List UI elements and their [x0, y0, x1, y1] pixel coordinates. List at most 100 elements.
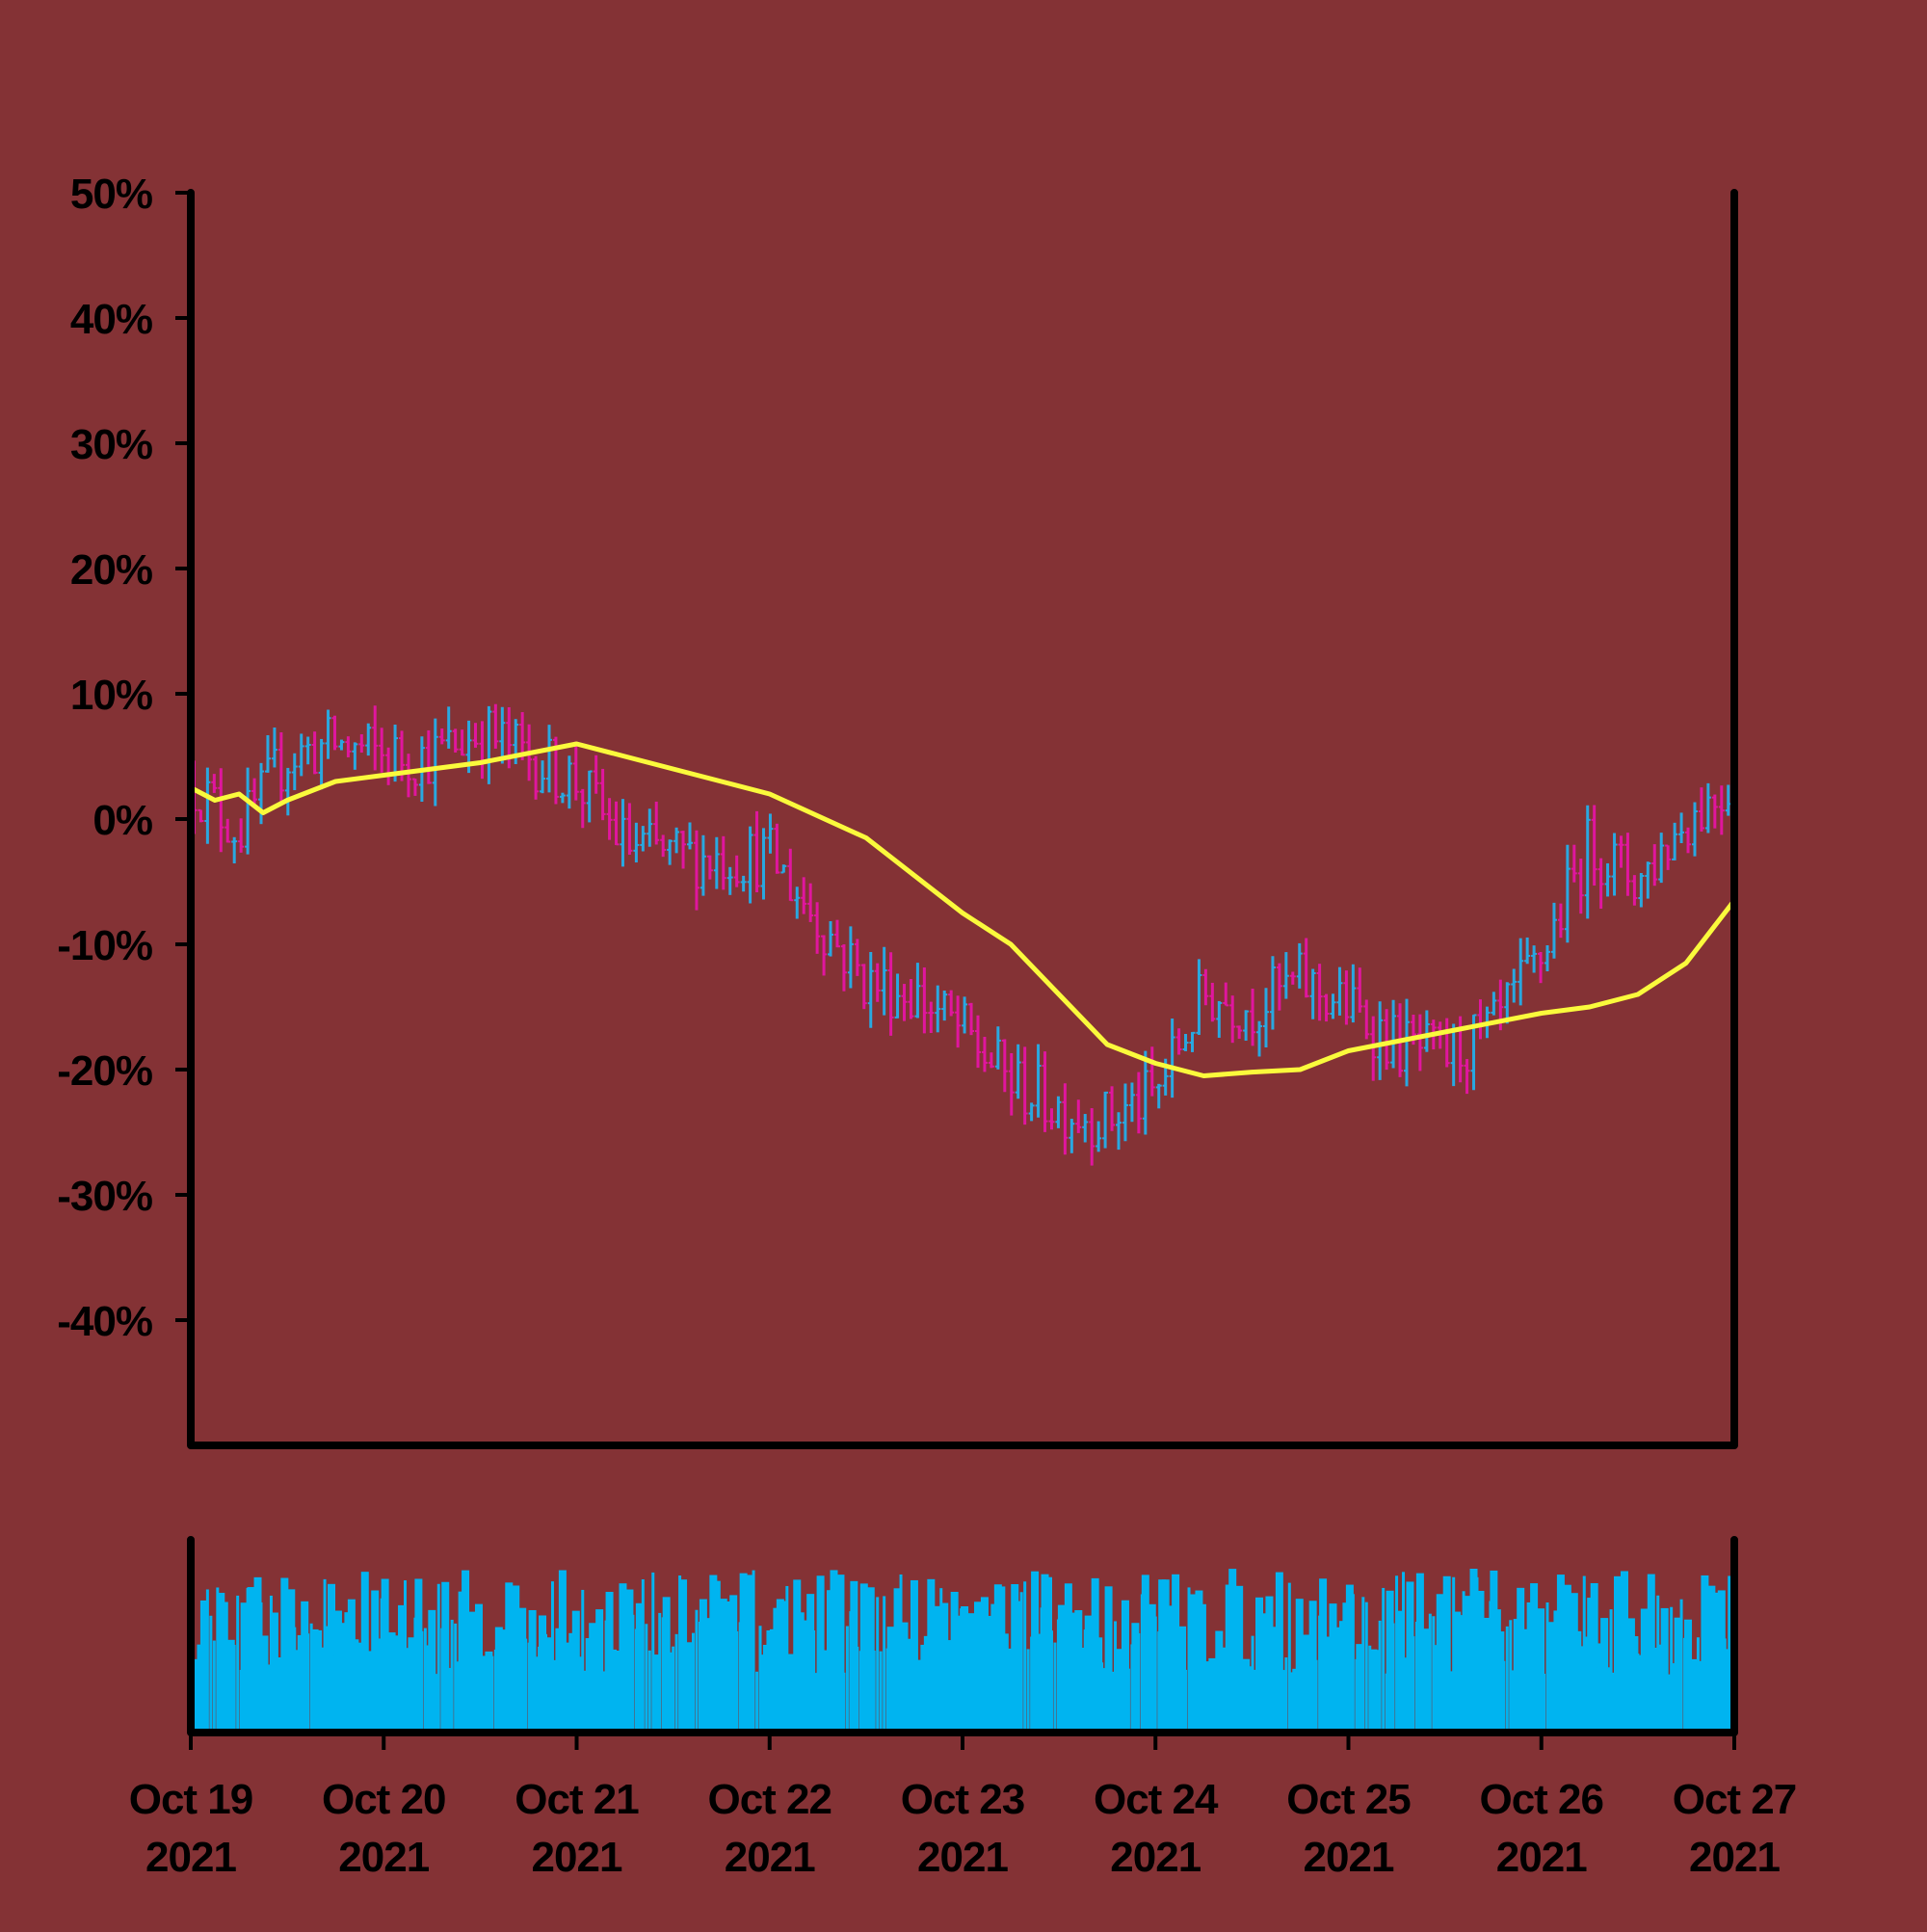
volume-bar: [287, 1589, 296, 1733]
ohlc-bar: [365, 723, 372, 756]
volume-bar: [635, 1602, 644, 1733]
volume-bar: [1137, 1633, 1141, 1733]
volume-bar: [883, 1596, 886, 1733]
ohlc-bar: [1155, 1083, 1162, 1109]
ohlc-bar: [854, 939, 860, 976]
ohlc-bar: [1691, 802, 1698, 857]
volume-bar: [1148, 1603, 1156, 1733]
ohlc-bar: [807, 883, 814, 922]
volume-bar: [631, 1614, 635, 1733]
ohlc-bar: [626, 803, 633, 855]
ohlc-bar: [566, 755, 572, 809]
volume-bar: [984, 1615, 992, 1733]
ohlc-bar: [894, 973, 901, 1019]
ohlc-bar: [1658, 833, 1665, 884]
volume-bar: [845, 1626, 849, 1733]
volume-bar: [746, 1575, 754, 1733]
ohlc-bar: [1256, 1020, 1263, 1057]
ohlc-bar: [860, 964, 867, 1010]
ohlc-bar: [1189, 1031, 1196, 1052]
volume-bar: [1537, 1608, 1545, 1733]
volume-bar: [695, 1609, 699, 1733]
volume-bar: [1165, 1605, 1174, 1733]
volume-bar: [1456, 1615, 1465, 1733]
ohlc-bar: [740, 875, 747, 892]
ohlc-bar: [459, 729, 465, 756]
volume-bar: [1660, 1607, 1669, 1733]
ohlc-bar: [432, 718, 438, 807]
volume-bar: [1084, 1615, 1093, 1733]
volume-bar: [317, 1647, 326, 1733]
volume-bar: [1386, 1590, 1394, 1733]
ohlc-bar: [1089, 1108, 1095, 1166]
ohlc-bar: [1504, 982, 1511, 1024]
x-tick-label-year: 2021: [1496, 1834, 1587, 1881]
volume-bar: [1351, 1594, 1355, 1733]
volume-bar: [1287, 1582, 1291, 1733]
ohlc-bar: [533, 755, 540, 800]
volume-bar: [1361, 1597, 1365, 1733]
ohlc-bar: [1276, 963, 1282, 1011]
volume-bar: [1630, 1636, 1639, 1733]
volume-bar: [645, 1624, 648, 1733]
volume-bar: [1228, 1569, 1237, 1733]
ohlc-bar: [833, 919, 840, 948]
ohlc-bar: [1209, 982, 1216, 1022]
ohlc-bar: [1175, 1028, 1182, 1055]
volume-bar: [1265, 1596, 1274, 1733]
ohlc-bar: [352, 742, 358, 770]
ohlc-bar: [345, 736, 352, 757]
volume-bar: [263, 1664, 272, 1733]
volume-bar: [1284, 1657, 1288, 1733]
ohlc-bar: [981, 1037, 988, 1072]
y-tick-label: 10%: [70, 672, 152, 719]
ohlc-bar: [680, 831, 687, 869]
volume-bar: [1391, 1623, 1395, 1733]
volume-bar: [1603, 1667, 1612, 1733]
volume-bar: [836, 1575, 845, 1733]
volume-bar: [954, 1615, 963, 1733]
ohlc-bar: [988, 1052, 994, 1069]
volume-bar: [1684, 1619, 1693, 1733]
ohlc-bar: [438, 728, 445, 745]
ohlc-bar: [1618, 835, 1624, 868]
ohlc-bar: [660, 834, 667, 858]
volume-bar: [532, 1656, 541, 1733]
ohlc-bar: [1678, 812, 1685, 844]
volume-bar: [450, 1619, 454, 1733]
moving-average-line: [188, 741, 1737, 1078]
ohlc-bar: [218, 768, 224, 853]
ohlc-bar: [238, 818, 245, 853]
ohlc-bar: [1182, 1034, 1189, 1051]
ohlc-bar: [974, 1015, 981, 1069]
ohlc-bar: [935, 985, 941, 1033]
ohlc-bar: [1102, 1091, 1109, 1149]
ohlc-bar: [445, 706, 452, 749]
ohlc-bar: [828, 921, 834, 957]
volume-bar: [1131, 1623, 1140, 1733]
x-tick-label-day: Oct 23: [901, 1776, 1025, 1823]
volume-bar: [1476, 1590, 1485, 1733]
ohlc-bar: [1309, 968, 1316, 1019]
volume-bar: [934, 1605, 942, 1733]
ohlc-bar: [1624, 833, 1631, 896]
ohlc-bar: [1550, 902, 1557, 959]
ohlc-bar: [921, 966, 928, 1034]
ohlc-bar: [955, 995, 962, 1048]
ohlc-bar: [271, 728, 277, 768]
volume-bar: [755, 1671, 759, 1733]
ohlc-bar: [499, 706, 506, 764]
ohlc-bar: [1296, 942, 1303, 989]
ohlc-bar: [881, 946, 887, 1016]
volume-bar: [647, 1650, 651, 1733]
volume-bar: [1576, 1646, 1585, 1733]
volume-bar: [1034, 1633, 1043, 1733]
ohlc-bar: [1216, 1000, 1223, 1038]
ohlc-bar: [593, 754, 599, 794]
volume-bar: [1543, 1674, 1546, 1733]
volume-bar: [1650, 1648, 1659, 1733]
volume-bar: [1382, 1587, 1386, 1733]
ohlc-bar: [653, 801, 660, 845]
ohlc-bar: [1403, 998, 1410, 1087]
